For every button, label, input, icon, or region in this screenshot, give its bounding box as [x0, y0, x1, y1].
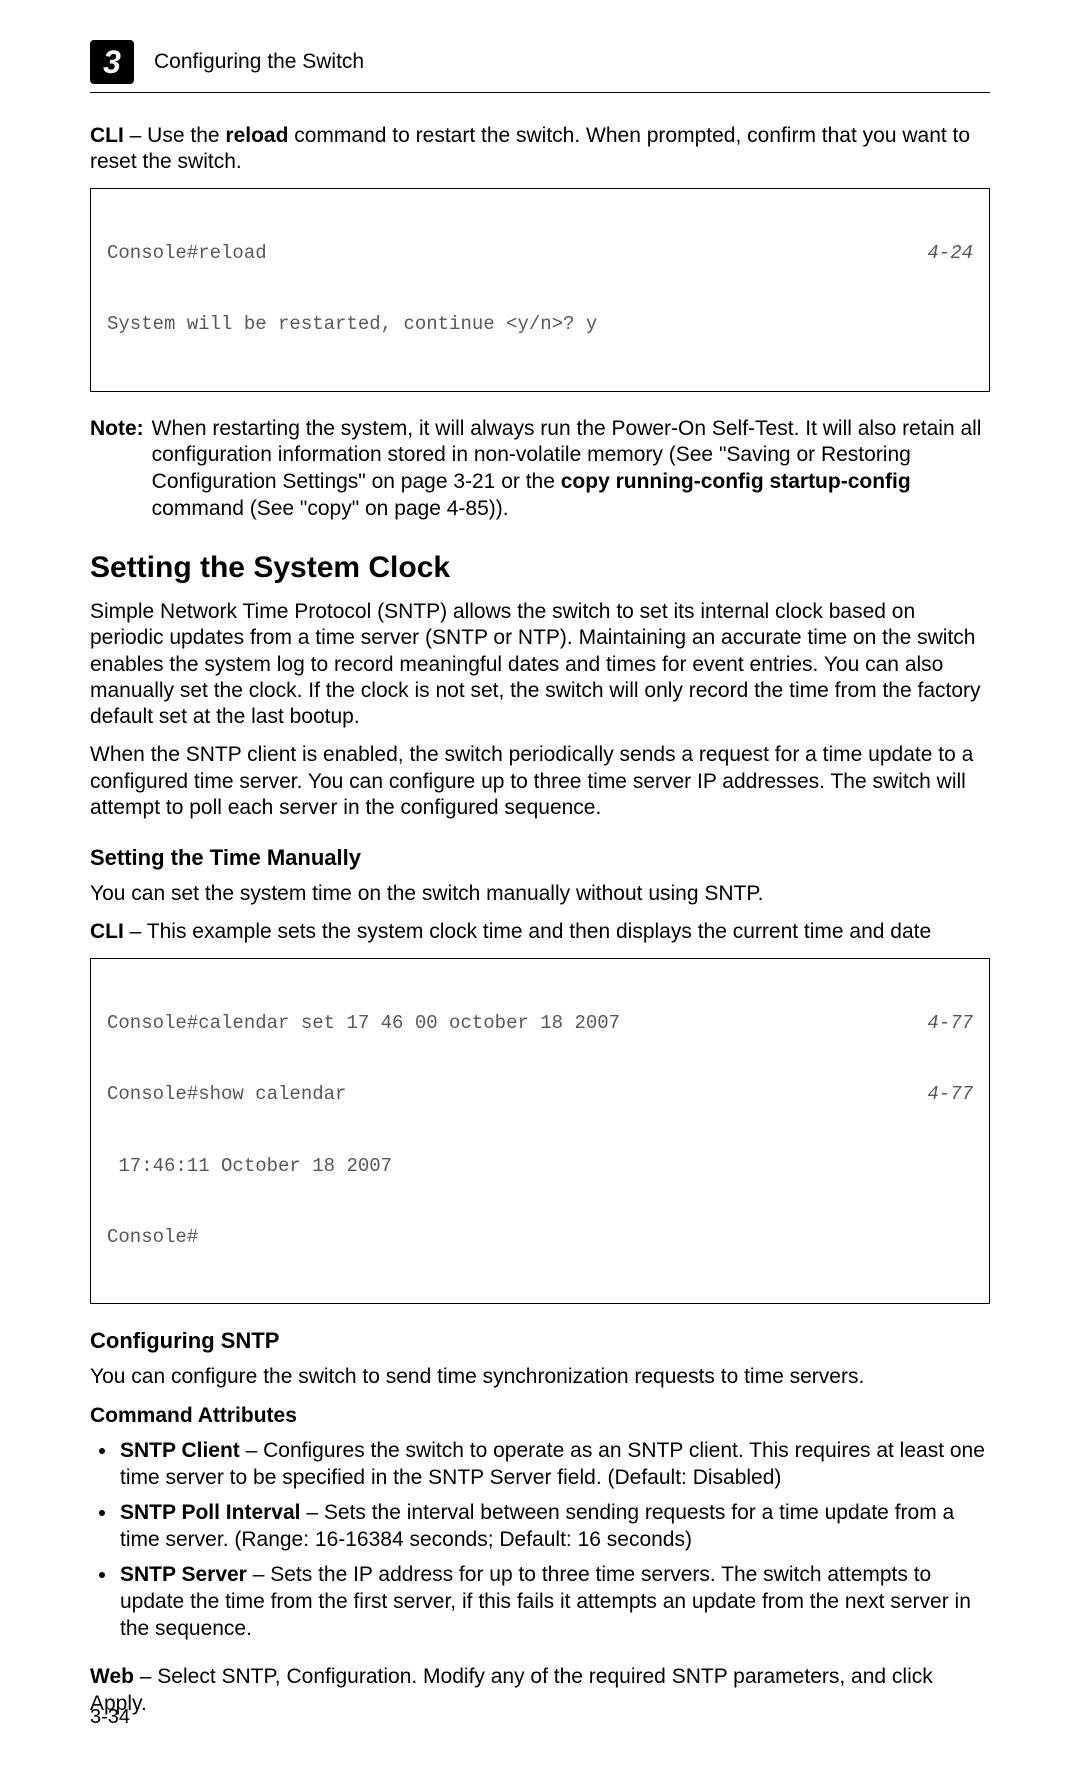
note-text-2: command (See "copy" on page 4-85)). — [152, 497, 509, 520]
code-line: Console#reload — [107, 242, 267, 266]
header-divider — [90, 92, 990, 93]
subsection-title-sntp: Configuring SNTP — [90, 1328, 990, 1354]
code-page-ref: 4-77 — [927, 1083, 973, 1107]
code-page-ref: 4-77 — [927, 1012, 973, 1036]
sntp-para: You can configure the switch to send tim… — [90, 1364, 990, 1390]
note-body: When restarting the system, it will alwa… — [152, 416, 990, 524]
code-line: Console#show calendar — [107, 1083, 346, 1107]
list-item: SNTP Client – Configures the switch to o… — [118, 1438, 990, 1492]
page: 3 Configuring the Switch CLI – Use the r… — [0, 0, 1080, 1769]
attr-label: SNTP Client — [120, 1439, 240, 1462]
subsection-title-manual: Setting the Time Manually — [90, 845, 990, 871]
code-row: Console#reload 4-24 — [107, 242, 973, 266]
list-item: SNTP Poll Interval – Sets the interval b… — [118, 1500, 990, 1554]
section-para-2: When the SNTP client is enabled, the swi… — [90, 742, 990, 821]
manual-cli-text: – This example sets the system clock tim… — [124, 920, 931, 943]
web-label: Web — [90, 1665, 134, 1688]
section-para-1: Simple Network Time Protocol (SNTP) allo… — [90, 599, 990, 730]
code-row: Console#calendar set 17 46 00 october 18… — [107, 1012, 973, 1036]
list-item: SNTP Server – Sets the IP address for up… — [118, 1562, 990, 1643]
attr-text: – Sets the IP address for up to three ti… — [120, 1563, 971, 1640]
code-line: Console# — [107, 1226, 973, 1250]
code-line: System will be restarted, continue <y/n>… — [107, 313, 973, 337]
note-command: copy running-config startup-config — [561, 470, 911, 493]
code-page-ref: 4-24 — [927, 242, 973, 266]
web-text: – Select SNTP, Configuration. Modify any… — [90, 1665, 933, 1714]
web-para: Web – Select SNTP, Configuration. Modify… — [90, 1664, 990, 1717]
manual-para: You can set the system time on the switc… — [90, 881, 990, 907]
attr-text: – Configures the switch to operate as an… — [120, 1439, 985, 1489]
attr-label: SNTP Poll Interval — [120, 1501, 301, 1524]
manual-cli-para: CLI – This example sets the system clock… — [90, 919, 990, 945]
chapter-title: Configuring the Switch — [154, 50, 364, 74]
note-label: Note: — [90, 416, 144, 524]
code-row: Console#show calendar 4-77 — [107, 1083, 973, 1107]
note-block: Note: When restarting the system, it wil… — [90, 416, 990, 524]
section-title: Setting the System Clock — [90, 551, 990, 585]
command-attributes-list: SNTP Client – Configures the switch to o… — [90, 1438, 990, 1642]
code-line: Console#calendar set 17 46 00 october 18… — [107, 1012, 620, 1036]
cli-text-1: – Use the — [124, 124, 226, 147]
code-block-reload: Console#reload 4-24 System will be resta… — [90, 188, 990, 392]
cli-label: CLI — [90, 124, 124, 147]
cli-intro-paragraph: CLI – Use the reload command to restart … — [90, 123, 990, 176]
reload-command: reload — [225, 124, 288, 147]
page-header: 3 Configuring the Switch — [90, 40, 990, 84]
chapter-number-icon: 3 — [90, 40, 134, 84]
command-attributes-title: Command Attributes — [90, 1404, 990, 1428]
attr-label: SNTP Server — [120, 1563, 247, 1586]
page-number: 3-34 — [90, 1706, 130, 1729]
code-block-calendar: Console#calendar set 17 46 00 october 18… — [90, 958, 990, 1305]
code-line: 17:46:11 October 18 2007 — [107, 1155, 973, 1179]
cli-label: CLI — [90, 920, 124, 943]
